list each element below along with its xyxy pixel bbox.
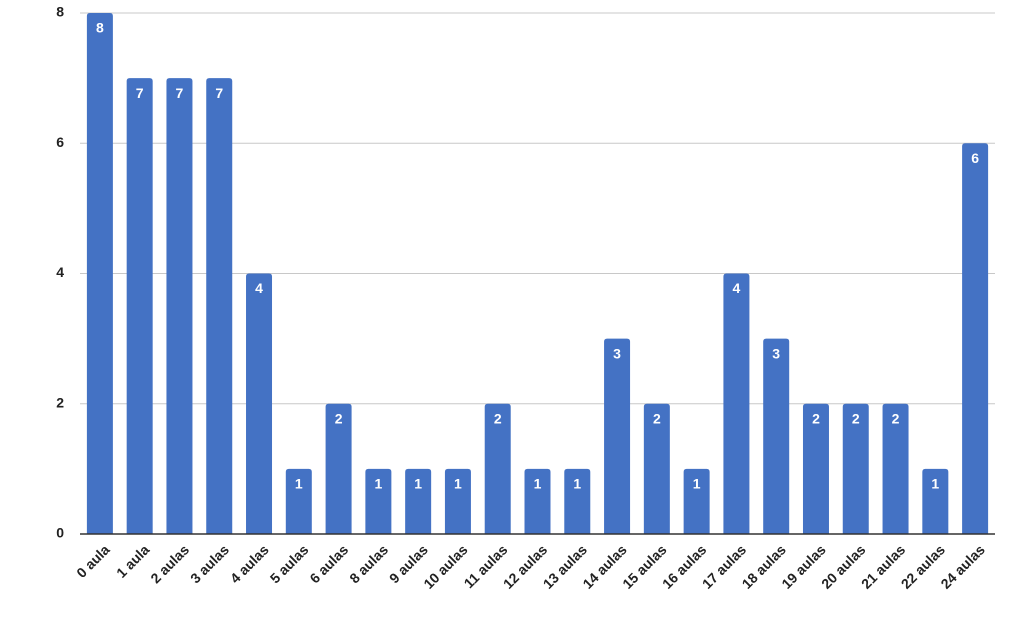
bar: [723, 273, 750, 534]
x-tick-label: 0 aula: [73, 541, 113, 581]
value-label: 8: [96, 20, 104, 36]
x-tick-label: 3 aulas: [187, 541, 232, 586]
value-label: 1: [295, 476, 303, 492]
bar: [246, 273, 273, 534]
value-label: 7: [176, 85, 184, 101]
value-label: 4: [733, 280, 741, 296]
bar: [405, 468, 432, 534]
value-label: 1: [693, 476, 701, 492]
value-label: 1: [573, 476, 581, 492]
bar: [962, 143, 989, 534]
bar: [763, 338, 790, 534]
value-label: 2: [653, 410, 661, 426]
value-label: 1: [454, 476, 462, 492]
x-tick-label: 10 aulas: [420, 541, 471, 592]
bar: [524, 468, 551, 534]
value-label: 7: [215, 85, 223, 101]
y-tick-label: 8: [56, 4, 64, 20]
value-label: 1: [534, 476, 542, 492]
value-label: 1: [931, 476, 939, 492]
y-tick-label: 6: [56, 134, 64, 150]
value-label: 3: [613, 345, 621, 361]
bar: [206, 78, 233, 534]
bar: [683, 468, 710, 534]
y-tick-label: 0: [56, 525, 64, 541]
value-label: 6: [971, 150, 979, 166]
bar: [126, 78, 153, 534]
bar: [166, 78, 193, 534]
x-tick-label: 24 aulas: [937, 541, 988, 592]
bar: [325, 403, 352, 534]
bar: [922, 468, 949, 534]
bar: [842, 403, 869, 534]
bar: [564, 468, 591, 534]
bar: [444, 468, 471, 534]
x-tick-label: 2 aulas: [147, 541, 192, 586]
value-label: 2: [852, 410, 860, 426]
bar: [285, 468, 312, 534]
y-tick-label: 2: [56, 394, 64, 410]
bar: [484, 403, 511, 534]
value-label: 2: [812, 410, 820, 426]
bar: [365, 468, 392, 534]
x-tick-label: 5 aulas: [267, 541, 312, 586]
x-tick-label: 6 aulas: [306, 541, 351, 586]
y-tick-label: 4: [56, 264, 64, 280]
value-label: 2: [892, 410, 900, 426]
value-label: 2: [494, 410, 502, 426]
bar: [86, 13, 113, 534]
value-label: 2: [335, 410, 343, 426]
value-label: 1: [374, 476, 382, 492]
bar: [802, 403, 829, 534]
value-label: 1: [414, 476, 422, 492]
bar: [604, 338, 631, 534]
value-label: 4: [255, 280, 263, 296]
bar: [882, 403, 909, 534]
bar: [643, 403, 670, 534]
x-tick-label: 4 aulas: [227, 541, 272, 586]
value-label: 3: [772, 345, 780, 361]
x-tick-label: 8 aulas: [346, 541, 391, 586]
value-label: 7: [136, 85, 144, 101]
